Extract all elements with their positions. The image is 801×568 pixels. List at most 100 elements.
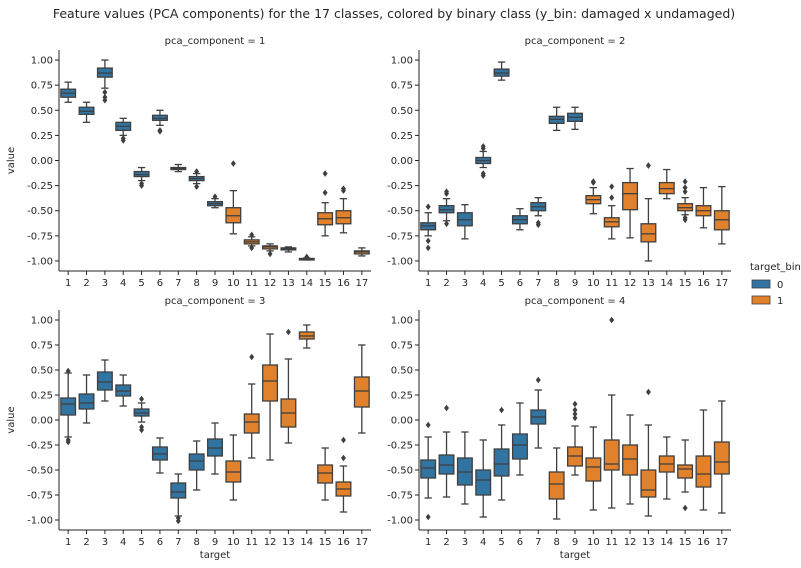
- x-tick-label: 5: [498, 278, 504, 289]
- y-tick-label: -1.00: [27, 516, 53, 527]
- y-tick-label: -1.00: [387, 516, 413, 527]
- x-tick-label: 4: [480, 537, 486, 548]
- box-iqr: [622, 444, 639, 476]
- y-tick-label: -0.25: [387, 441, 413, 452]
- y-tick-label: 1.00: [391, 316, 413, 327]
- x-tick-label: 4: [120, 278, 126, 289]
- box-target-7: [530, 376, 547, 449]
- facet-grid: pca_component = 1 1.00 0.75 0.50 0.25 0.00 -0.…: [6, 36, 731, 561]
- y-tick-label: -0.25: [27, 441, 53, 452]
- y-tick-label: 0.50: [31, 366, 53, 377]
- x-tick-label: 14: [660, 278, 673, 289]
- outlier-point: [572, 406, 578, 414]
- box-target-16: [695, 186, 712, 229]
- y-tick-label: 0.50: [391, 106, 413, 117]
- x-tick-label: 16: [697, 537, 710, 548]
- box-iqr: [262, 364, 279, 402]
- outlier-point: [444, 188, 450, 195]
- x-tick-label: 14: [660, 537, 673, 548]
- outlier-point: [682, 188, 688, 195]
- y-tick-label: 0.25: [31, 131, 53, 142]
- outlier-point: [139, 426, 145, 434]
- box-target-8: [188, 440, 205, 491]
- outlier-point: [65, 438, 71, 446]
- outlier-point: [480, 172, 486, 179]
- outlier-point: [340, 454, 346, 462]
- y-tick-label: 0.75: [31, 341, 53, 352]
- y-tick-label: -1.00: [27, 256, 53, 267]
- box-iqr: [548, 471, 565, 500]
- box-target-15: [317, 170, 334, 237]
- y-tick-label: -0.75: [27, 491, 53, 502]
- y-tick-label: 0.50: [31, 106, 53, 117]
- y-tick-label: -0.50: [387, 206, 413, 217]
- outlier-point: [425, 237, 431, 245]
- x-tick-label: 7: [175, 537, 181, 548]
- y-tick-label: 0.25: [391, 131, 413, 142]
- outlier-point: [609, 183, 615, 190]
- box-target-9: [207, 422, 223, 475]
- box-target-13: [280, 328, 297, 444]
- panel-title: pca_component = 3: [165, 296, 266, 307]
- legend: target_bin 0 1: [750, 262, 801, 307]
- outlier-point: [444, 404, 450, 412]
- panel-title: pca_component = 2: [525, 36, 626, 47]
- box-target-7: [530, 197, 547, 229]
- box-iqr: [188, 453, 205, 471]
- box-target-17: [713, 400, 730, 514]
- y-tick-label: -1.00: [387, 256, 413, 267]
- box-target-13: [640, 162, 657, 262]
- box-iqr: [353, 376, 370, 408]
- x-tick-label: 16: [337, 537, 350, 548]
- x-axis-label: target: [200, 550, 230, 561]
- outlier-point: [572, 410, 578, 418]
- y-tick-label: -0.25: [387, 181, 413, 192]
- outlier-point: [682, 214, 688, 222]
- x-tick-label: 2: [443, 278, 449, 289]
- x-tick-label: 8: [553, 537, 559, 548]
- x-tick-label: 17: [715, 537, 728, 548]
- outlier-point: [230, 160, 236, 167]
- outlier-point: [535, 376, 541, 384]
- box-target-4: [475, 439, 492, 518]
- x-tick-label: 8: [193, 537, 199, 548]
- y-tick-label: -0.75: [27, 231, 53, 242]
- x-tick-label: 6: [157, 278, 163, 289]
- x-tick-label: 17: [355, 278, 368, 289]
- box-target-11: [603, 183, 620, 240]
- box-target-10: [225, 160, 242, 235]
- y-tick-label: -0.50: [27, 206, 53, 217]
- box-target-6: [151, 437, 168, 474]
- y-tick-label: 0.00: [31, 416, 53, 427]
- y-tick-label: 0.75: [31, 81, 53, 92]
- box-target-15: [677, 439, 694, 512]
- outlier-point: [682, 184, 688, 191]
- facet-panel-4: pca_component = 4 1.00 0.75 0.50 0.25 0.00 -0.…: [387, 296, 731, 561]
- y-tick-label: -0.75: [387, 231, 413, 242]
- x-tick-label: 9: [572, 537, 578, 548]
- box-target-10: [225, 434, 242, 501]
- x-tick-label: 1: [65, 537, 71, 548]
- box-iqr: [475, 469, 492, 496]
- box-iqr: [96, 371, 113, 391]
- outlier-point: [340, 185, 346, 192]
- x-tick-label: 16: [697, 278, 710, 289]
- y-tick-label: 0.00: [31, 156, 53, 167]
- box-target-11: [603, 316, 620, 509]
- y-tick-label: 1.00: [31, 56, 53, 67]
- x-tick-label: 1: [425, 278, 431, 289]
- box-target-11: [243, 353, 260, 459]
- x-tick-label: 7: [175, 278, 181, 289]
- box-target-7: [170, 163, 187, 173]
- box-target-15: [317, 447, 334, 501]
- box-target-16: [695, 409, 712, 511]
- box-target-6: [151, 109, 168, 135]
- outlier-point: [682, 504, 688, 512]
- box-iqr: [640, 223, 657, 243]
- box-target-2: [438, 404, 455, 498]
- box-target-9: [207, 193, 223, 209]
- box-target-2: [78, 374, 95, 424]
- box-iqr: [713, 441, 730, 475]
- outlier-point: [444, 220, 450, 228]
